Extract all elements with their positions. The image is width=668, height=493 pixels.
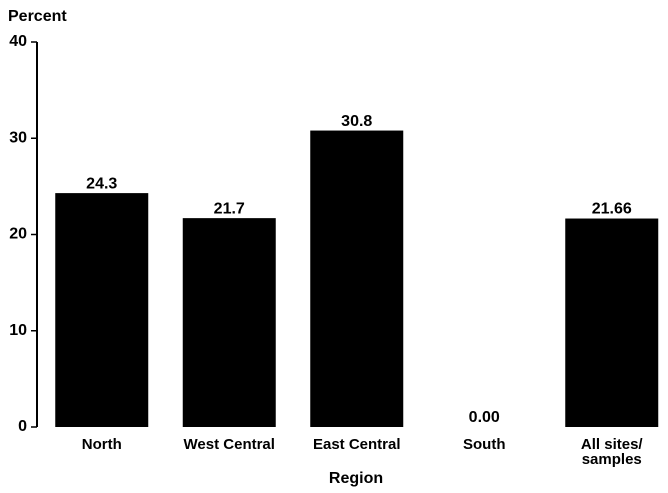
value-label: 24.3: [86, 175, 117, 192]
y-tick-label: 0: [18, 418, 27, 435]
value-label: 21.7: [214, 200, 245, 217]
x-tick-label: South: [463, 436, 506, 453]
value-label: 30.8: [341, 113, 372, 130]
x-tick-label: All sites/ samples: [580, 436, 643, 468]
bar: [182, 218, 276, 427]
y-tick-label: 30: [9, 129, 27, 146]
y-tick-label: 20: [9, 226, 27, 243]
x-axis-label: Region: [329, 470, 383, 487]
y-tick-label: 10: [9, 322, 27, 339]
bar: [565, 218, 659, 427]
value-label: 21.66: [592, 201, 632, 218]
bar: [310, 130, 404, 428]
y-axis-label: Percent: [8, 8, 67, 25]
x-tick-label: North: [81, 436, 122, 453]
value-label: 0.00: [469, 409, 500, 426]
x-tick-label: West Central: [183, 436, 275, 453]
bar: [55, 193, 149, 427]
x-tick-label: East Central: [312, 436, 401, 453]
y-tick-label: 40: [9, 33, 27, 50]
